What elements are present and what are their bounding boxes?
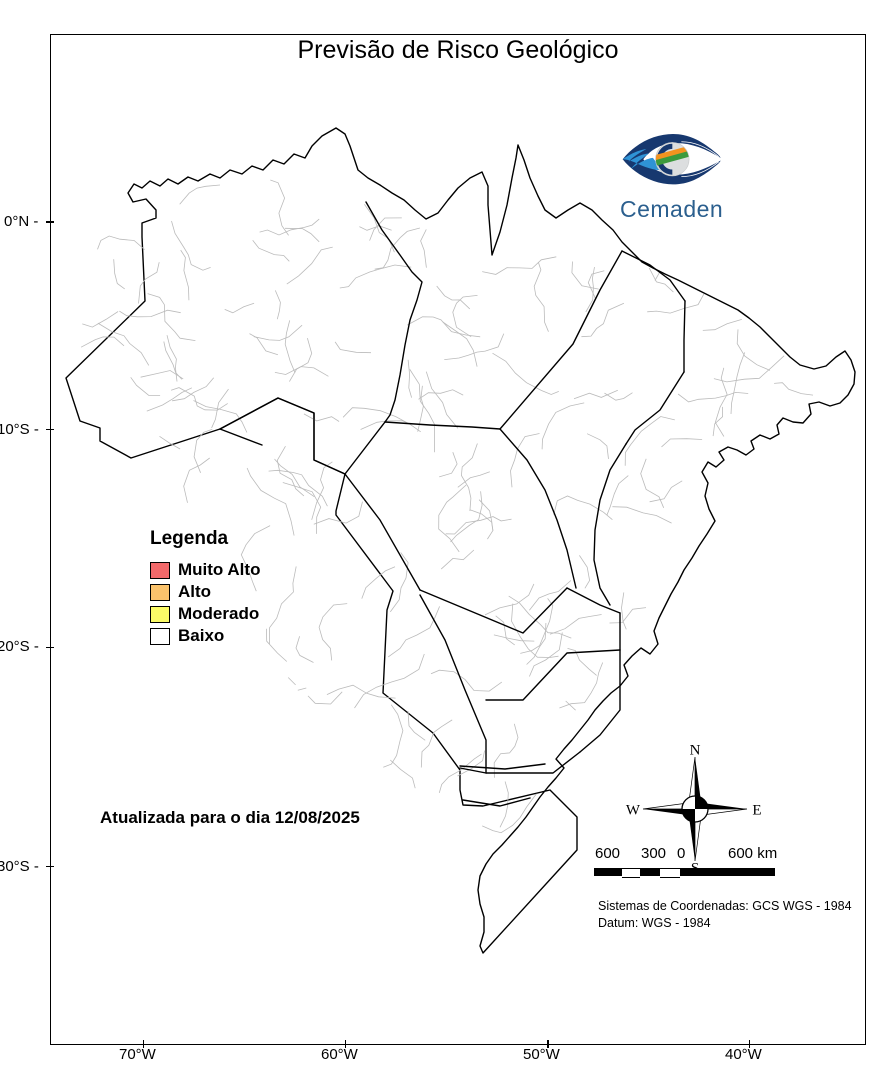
svg-text:W: W bbox=[625, 803, 640, 819]
svg-text:N: N bbox=[689, 743, 700, 759]
svg-text:E: E bbox=[752, 803, 761, 819]
